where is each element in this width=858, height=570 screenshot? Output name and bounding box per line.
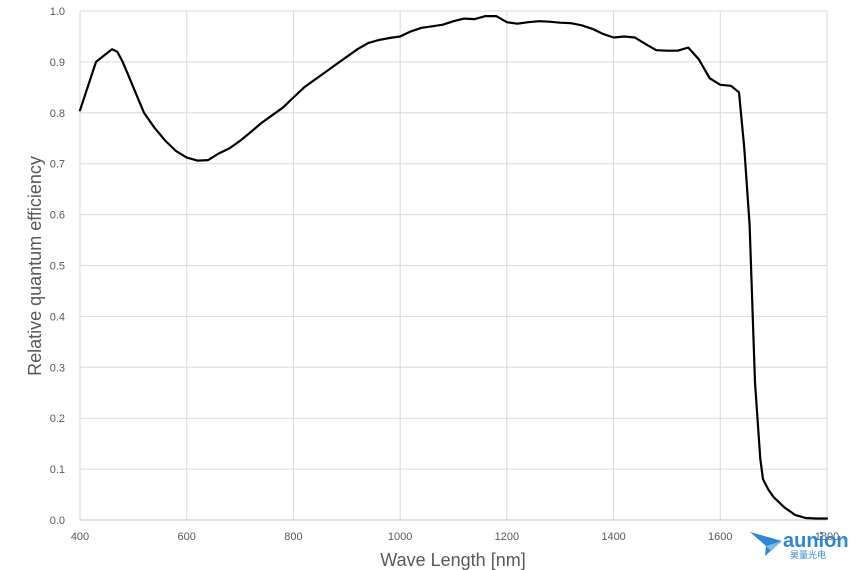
paper-plane-icon — [750, 532, 782, 556]
x-tick-labels: 400 600 800 1000 1200 1400 1600 1800 — [71, 531, 839, 543]
y-tick-label: 0.2 — [50, 413, 65, 425]
x-axis-title: Wave Length [nm] — [380, 550, 525, 570]
y-tick-label: 0.0 — [50, 515, 65, 527]
y-tick-label: 0.4 — [50, 311, 65, 323]
x-tick-label: 800 — [284, 531, 302, 543]
y-tick-label: 0.8 — [50, 108, 65, 120]
y-tick-label: 0.6 — [50, 210, 65, 222]
y-tick-labels: 0.0 0.1 0.2 0.3 0.4 0.5 0.6 0.7 0.8 0.9 1.0 — [50, 6, 65, 527]
y-axis-title: Relative quantum efficiency — [25, 156, 45, 376]
y-tick-label: 0.3 — [50, 362, 65, 374]
y-tick-label: 0.9 — [50, 57, 65, 69]
brand-name: aunion — [783, 530, 849, 552]
x-tick-label: 1000 — [388, 531, 412, 543]
y-tick-label: 0.5 — [50, 261, 65, 273]
x-tick-label: 1600 — [708, 531, 732, 543]
x-tick-label: 1800 — [815, 531, 839, 543]
brand-subtitle: 昊量光电 — [790, 549, 826, 561]
series-group — [78, 15, 829, 520]
grid — [79, 10, 828, 520]
x-tick-label: 1400 — [601, 531, 625, 543]
x-tick-label: 1200 — [495, 531, 519, 543]
y-tick-label: 0.1 — [50, 464, 65, 476]
y-tick-label: 0.7 — [50, 159, 65, 171]
y-tick-label: 1.0 — [50, 6, 65, 18]
x-tick-label: 400 — [71, 531, 89, 543]
qe-series-line — [78, 15, 829, 520]
brand-logo: aunion 昊量光电 — [750, 530, 849, 561]
x-tick-label: 600 — [178, 531, 196, 543]
